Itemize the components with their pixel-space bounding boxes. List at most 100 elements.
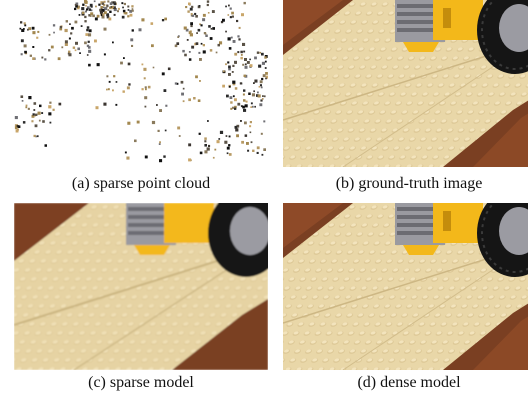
point xyxy=(59,27,63,31)
caption-d: (d) dense model xyxy=(357,374,461,391)
point xyxy=(20,53,23,56)
point xyxy=(25,104,28,107)
point xyxy=(94,17,98,21)
panel-dense-model xyxy=(283,203,528,370)
point xyxy=(240,105,243,108)
point xyxy=(121,15,125,19)
point xyxy=(194,12,197,15)
point xyxy=(250,102,253,105)
point xyxy=(232,95,235,98)
point xyxy=(264,60,267,63)
point xyxy=(64,42,68,46)
point xyxy=(32,113,35,116)
point xyxy=(232,80,236,84)
point xyxy=(209,37,213,40)
point xyxy=(237,51,240,54)
point xyxy=(199,58,202,61)
point xyxy=(238,38,241,41)
point xyxy=(167,67,171,71)
point xyxy=(259,103,263,107)
point xyxy=(227,61,230,64)
point xyxy=(211,10,215,13)
point xyxy=(84,15,87,19)
point xyxy=(228,135,231,138)
point xyxy=(237,102,241,106)
point xyxy=(228,153,232,156)
point xyxy=(42,120,45,123)
point xyxy=(243,89,246,92)
point xyxy=(259,80,263,84)
panel-ground-truth-image xyxy=(283,0,528,167)
point xyxy=(70,32,73,35)
point xyxy=(244,104,248,108)
point xyxy=(33,109,36,111)
point xyxy=(241,140,244,144)
point xyxy=(188,58,192,61)
point xyxy=(27,28,29,31)
point xyxy=(232,64,235,67)
point xyxy=(108,17,112,21)
point xyxy=(234,98,237,102)
point xyxy=(134,139,137,143)
point xyxy=(243,1,246,5)
point xyxy=(103,53,106,56)
point xyxy=(74,3,77,6)
point-cloud-image xyxy=(14,0,268,163)
point xyxy=(107,9,110,11)
point xyxy=(24,24,27,27)
point xyxy=(219,130,224,134)
point xyxy=(256,151,259,154)
point xyxy=(260,99,263,102)
point xyxy=(234,52,238,56)
point xyxy=(202,44,205,47)
point xyxy=(102,13,105,16)
point xyxy=(159,109,162,112)
point xyxy=(243,50,246,53)
point xyxy=(68,53,72,57)
point xyxy=(68,37,71,40)
point xyxy=(14,124,18,128)
point xyxy=(131,44,134,47)
point xyxy=(195,75,198,79)
point xyxy=(101,8,105,12)
point xyxy=(113,8,117,12)
point xyxy=(31,26,35,30)
point xyxy=(59,25,63,29)
point xyxy=(231,71,234,73)
point xyxy=(208,144,211,147)
point xyxy=(28,96,32,100)
point xyxy=(227,14,230,16)
point xyxy=(206,0,210,3)
caption-b: (b) ground-truth image xyxy=(335,175,483,192)
point xyxy=(249,58,251,61)
point xyxy=(35,135,37,138)
point xyxy=(52,24,56,27)
point xyxy=(230,36,233,39)
point xyxy=(264,67,267,69)
point xyxy=(88,63,91,67)
point xyxy=(197,28,201,32)
point xyxy=(152,66,155,69)
point xyxy=(106,13,110,17)
point xyxy=(108,80,111,83)
point xyxy=(261,52,264,56)
point xyxy=(74,49,77,52)
point xyxy=(262,74,266,78)
point xyxy=(163,155,166,158)
point xyxy=(78,14,81,16)
point xyxy=(61,46,64,49)
point xyxy=(240,50,243,54)
point xyxy=(224,140,228,144)
point xyxy=(165,104,168,107)
point xyxy=(256,94,259,97)
point xyxy=(106,15,110,19)
point xyxy=(251,105,254,108)
point xyxy=(238,26,241,29)
point xyxy=(256,146,260,150)
point xyxy=(117,7,120,10)
point xyxy=(124,151,127,154)
point xyxy=(230,101,233,104)
point xyxy=(131,29,134,32)
point xyxy=(262,95,264,97)
point xyxy=(264,56,267,59)
